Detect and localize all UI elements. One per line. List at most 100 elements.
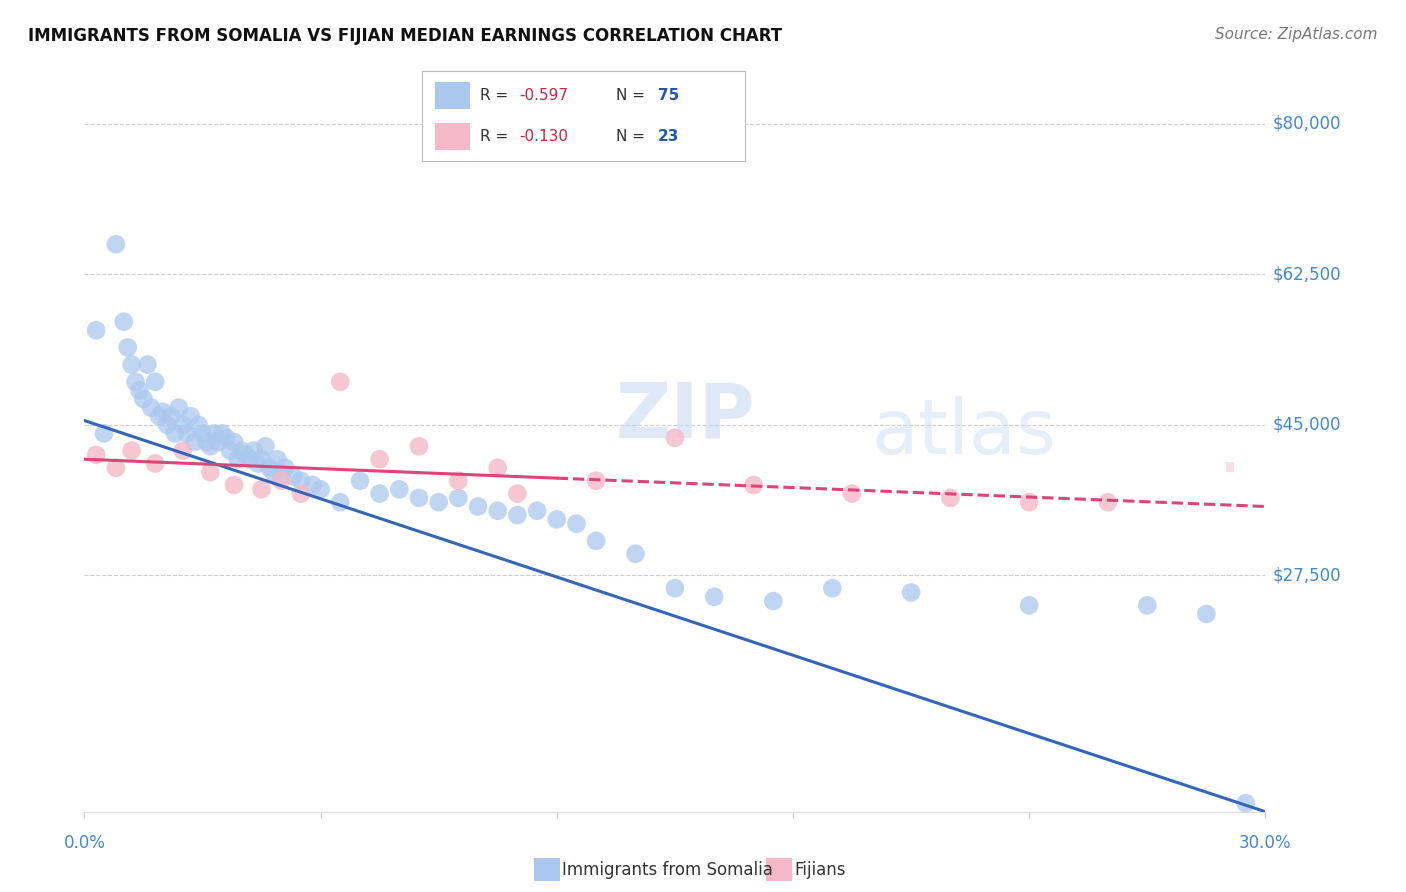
Text: Fijians: Fijians	[794, 861, 846, 879]
Point	[368, 452, 391, 467]
Point	[215, 431, 238, 445]
Point	[180, 409, 202, 424]
Point	[309, 483, 332, 497]
Point	[301, 478, 323, 492]
Point	[231, 443, 253, 458]
Text: R =: R =	[479, 129, 513, 144]
Point	[195, 435, 218, 450]
Point	[121, 358, 143, 372]
Point	[163, 426, 186, 441]
Point	[148, 409, 170, 424]
Point	[274, 460, 297, 475]
Point	[156, 417, 179, 432]
Point	[664, 581, 686, 595]
Point	[664, 431, 686, 445]
Point	[226, 452, 249, 467]
Point	[329, 495, 352, 509]
Point	[270, 474, 292, 488]
Point	[447, 474, 470, 488]
Point	[222, 478, 245, 492]
Point	[136, 358, 159, 372]
Point	[117, 341, 139, 355]
Point	[132, 392, 155, 406]
Point	[242, 443, 264, 458]
Point	[246, 457, 269, 471]
Point	[506, 508, 529, 522]
Point	[368, 486, 391, 500]
Point	[200, 465, 222, 479]
Point	[143, 457, 166, 471]
Point	[112, 315, 135, 329]
Point	[84, 448, 107, 462]
Text: 75: 75	[658, 88, 679, 103]
Text: -0.130: -0.130	[519, 129, 568, 144]
Point	[235, 448, 257, 462]
Point	[141, 401, 163, 415]
Point	[408, 439, 430, 453]
Text: ZIP: ZIP	[616, 379, 755, 453]
Point	[270, 469, 292, 483]
Point	[742, 478, 765, 492]
Point	[900, 585, 922, 599]
Text: $62,500: $62,500	[1272, 266, 1341, 284]
Point	[121, 443, 143, 458]
Point	[250, 452, 273, 467]
Point	[290, 486, 312, 500]
Point	[124, 375, 146, 389]
Point	[585, 474, 607, 488]
Text: R =: R =	[479, 88, 513, 103]
Point	[172, 443, 194, 458]
Point	[191, 426, 214, 441]
Point	[200, 439, 222, 453]
Point	[447, 491, 470, 505]
Text: $45,000: $45,000	[1272, 416, 1341, 434]
Point	[585, 533, 607, 548]
Text: $80,000: $80,000	[1272, 115, 1341, 133]
Point	[143, 375, 166, 389]
Text: N =: N =	[616, 129, 650, 144]
Point	[281, 469, 304, 483]
Point	[254, 439, 277, 453]
Text: Immigrants from Somalia: Immigrants from Somalia	[562, 861, 773, 879]
Point	[467, 500, 489, 514]
Text: $27,500: $27,500	[1272, 566, 1341, 584]
Point	[703, 590, 725, 604]
Text: IMMIGRANTS FROM SOMALIA VS FIJIAN MEDIAN EARNINGS CORRELATION CHART: IMMIGRANTS FROM SOMALIA VS FIJIAN MEDIAN…	[28, 27, 782, 45]
Point	[506, 486, 529, 500]
Point	[1097, 495, 1119, 509]
Point	[266, 452, 288, 467]
Point	[388, 483, 411, 497]
Point	[128, 384, 150, 398]
Point	[104, 237, 127, 252]
Text: 30.0%: 30.0%	[1239, 834, 1292, 852]
Text: N =: N =	[616, 88, 650, 103]
Text: 0.0%: 0.0%	[63, 834, 105, 852]
Point	[222, 435, 245, 450]
Point	[762, 594, 785, 608]
Point	[841, 486, 863, 500]
Point	[219, 443, 242, 458]
Point	[183, 435, 205, 450]
Point	[259, 460, 281, 475]
Point	[427, 495, 450, 509]
Point	[546, 512, 568, 526]
Point	[939, 491, 962, 505]
Point	[262, 465, 284, 479]
Text: Source: ZipAtlas.com: Source: ZipAtlas.com	[1215, 27, 1378, 42]
Point	[821, 581, 844, 595]
Point	[239, 452, 262, 467]
Point	[176, 426, 198, 441]
Point	[187, 417, 209, 432]
Point	[1195, 607, 1218, 621]
Point	[408, 491, 430, 505]
Point	[84, 323, 107, 337]
Point	[486, 460, 509, 475]
Point	[526, 504, 548, 518]
Point	[624, 547, 647, 561]
Point	[167, 401, 190, 415]
Text: 23: 23	[658, 129, 679, 144]
Text: .: .	[1218, 414, 1243, 488]
Point	[207, 435, 229, 450]
Point	[1018, 599, 1040, 613]
Point	[1234, 796, 1257, 810]
